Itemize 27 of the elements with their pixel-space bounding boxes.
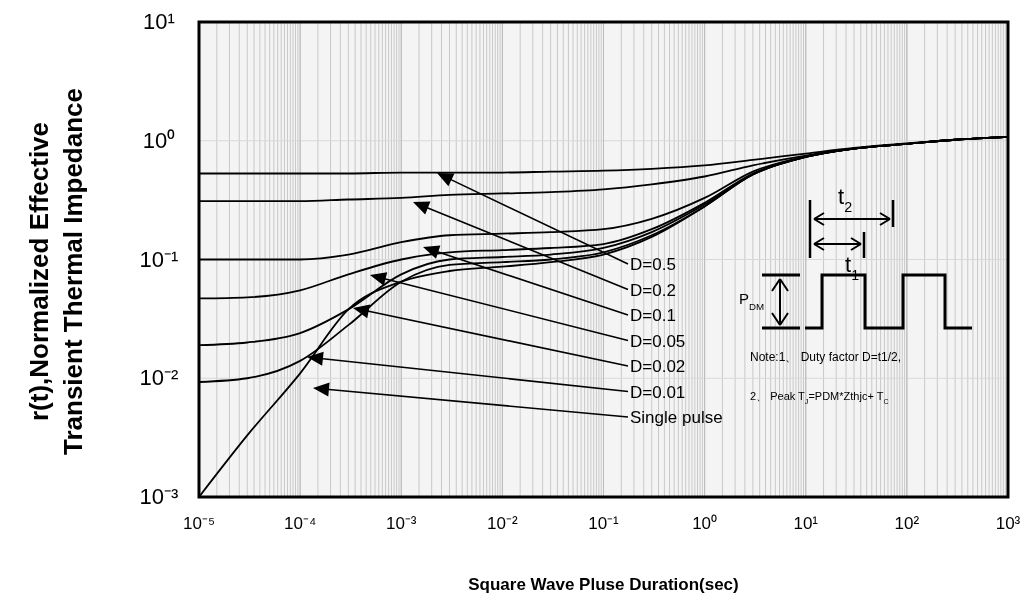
y-tick-label: 10⁰: [142, 127, 176, 153]
x-tick-label: 10³: [995, 514, 1021, 533]
y-tick-label: 10⁻³: [139, 484, 179, 509]
annotation: D=0.1: [630, 306, 676, 325]
annotation: D=0.2: [630, 280, 676, 300]
annotation: Note:1、 Duty factor D=t1/2,: [750, 350, 902, 364]
x-tick-label: 10⁻⁴: [284, 514, 317, 533]
x-tick-label: 10²: [894, 514, 920, 533]
annotation: D=0.05: [630, 331, 686, 351]
annotation: t$_{2}$: [838, 184, 853, 215]
x-tick-label: 10⁻¹: [588, 514, 620, 533]
annotation: D=0.02: [630, 357, 686, 376]
x-tick-label: 10⁻³: [385, 514, 417, 533]
y-tick-label: 10⁻¹: [139, 246, 179, 272]
y-axis-title: r(t),Normalized Effective Transient Thermal Impedance: [24, 87, 88, 456]
x-tick-label: 10¹: [793, 514, 819, 533]
x-axis-title: Square Wave Pluse Duration(sec): [468, 575, 739, 594]
annotation: 2、 Peak T$_{J}$=PDM*Zthjc+ T$_{C}$: [750, 390, 889, 406]
annotation: P$_{DM}$: [739, 290, 765, 312]
y-tick-label: 10⁻²: [139, 365, 179, 391]
y-tick-label: 10¹: [143, 9, 175, 34]
annotation: Single pulse: [630, 408, 723, 427]
x-tick-label: 10⁻⁵: [183, 514, 215, 533]
annotation: D=0.01: [630, 382, 686, 402]
x-tick-label: 10⁰: [692, 514, 718, 533]
annotation: D=0.5: [630, 255, 676, 274]
x-tick-label: 10⁻²: [487, 514, 518, 533]
